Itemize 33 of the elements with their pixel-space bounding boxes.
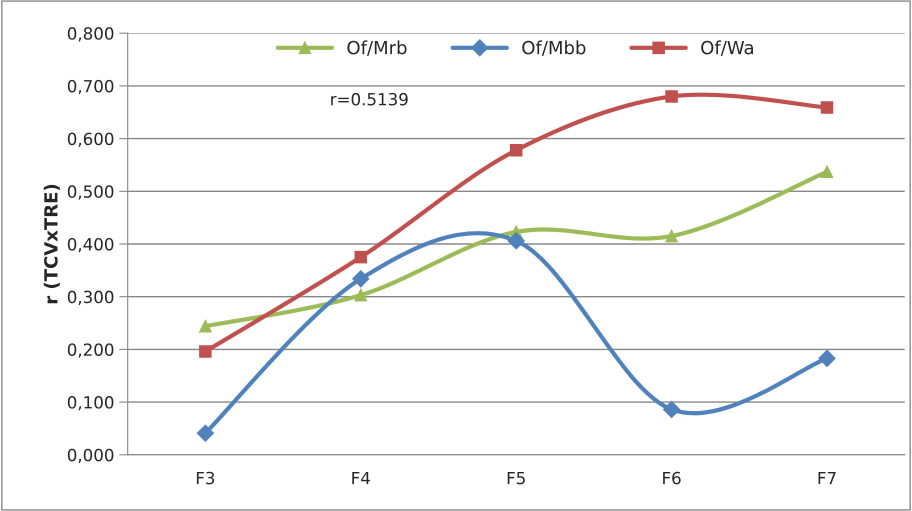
x-tick-label: F6 <box>663 472 681 484</box>
point <box>510 144 522 156</box>
point <box>818 350 836 367</box>
y-tick-label: 0,300 <box>68 290 114 305</box>
point <box>199 345 212 358</box>
point <box>665 90 678 103</box>
y-tick-label: 0,100 <box>68 396 114 410</box>
point <box>820 101 834 114</box>
x-tick-label: F7 <box>818 472 836 484</box>
y-tick-label: 0,200 <box>68 343 114 358</box>
x-tick-label: F5 <box>508 472 525 484</box>
legend-label: Of/Wa <box>701 40 753 56</box>
y-axis-title: r (TCVxTRE) <box>44 184 60 304</box>
annotation: r=0.5139 <box>331 92 408 106</box>
y-tick-label: 0,400 <box>68 238 114 252</box>
x-tick-label: F4 <box>352 472 370 484</box>
point <box>508 232 525 250</box>
point <box>196 424 214 442</box>
legend-label: Of/Mrb <box>347 40 407 56</box>
point <box>199 320 212 332</box>
legend-label: Of/Mbb <box>522 40 586 56</box>
point <box>820 166 834 178</box>
y-tick-label: 0,500 <box>68 185 114 200</box>
point <box>352 270 370 288</box>
y-tick-label: 0,600 <box>68 132 114 147</box>
y-tick-label: 0,700 <box>68 80 114 94</box>
point <box>663 400 680 418</box>
y-tick-label: 0,800 <box>68 27 114 42</box>
y-tick-label: 0,000 <box>68 448 114 464</box>
x-tick-label: F3 <box>196 472 214 484</box>
point <box>354 288 368 302</box>
point <box>354 250 368 264</box>
point <box>665 230 678 242</box>
